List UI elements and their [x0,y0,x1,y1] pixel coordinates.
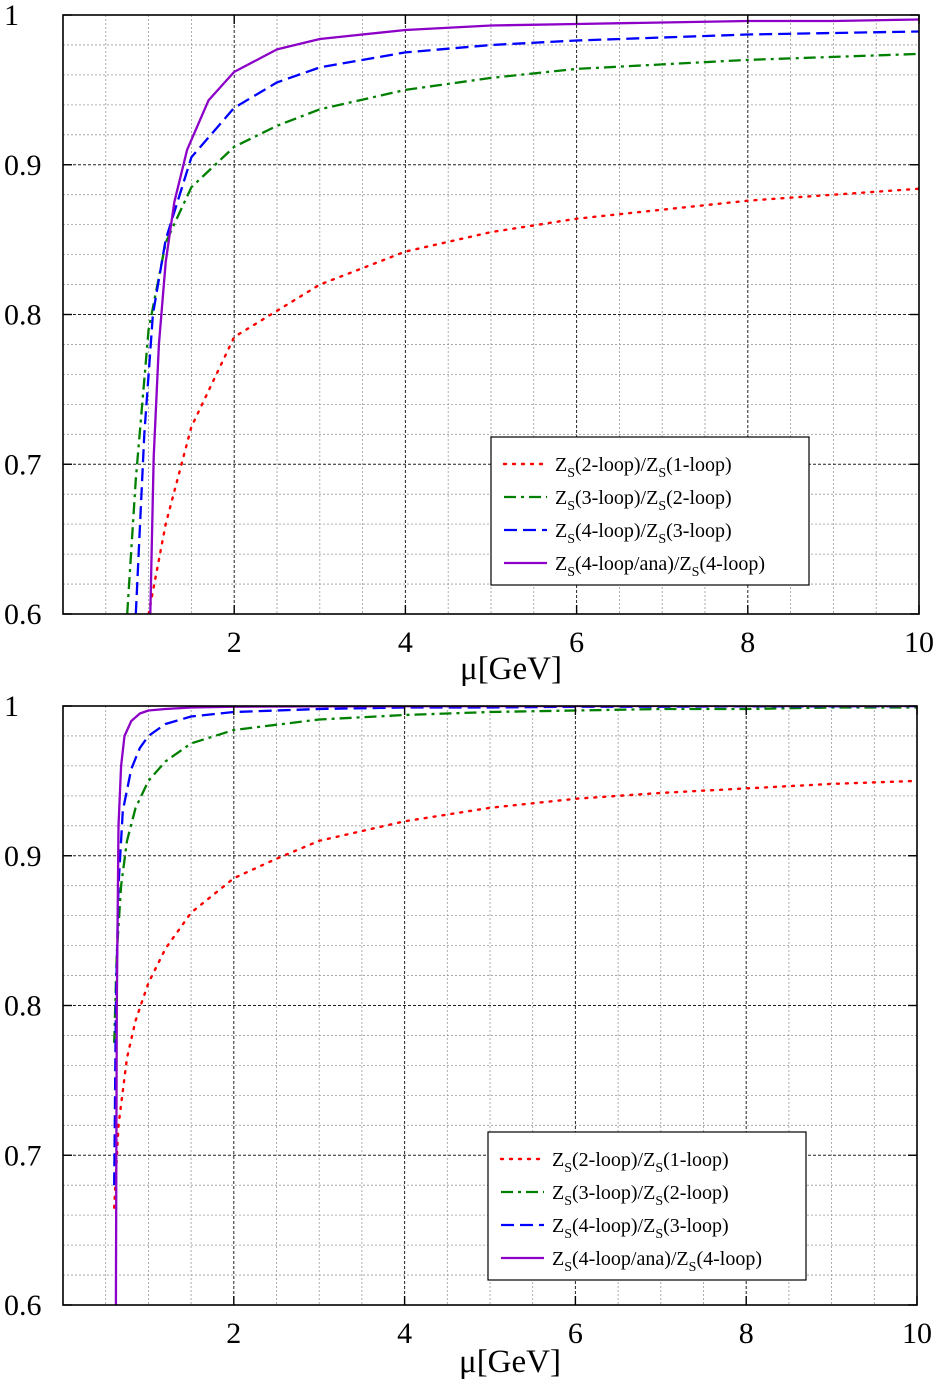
x-tick-label: 10 [902,1317,932,1350]
legend-subscript: S [658,499,666,514]
legend-entry-4: ZS(4-loop/ana)/ZS(4-loop) [555,553,765,580]
y-tick-label: 0.6 [4,1289,42,1322]
legend-entry-2: ZS(3-loop)/ZS(2-loop) [555,487,732,514]
legend-text-part: (2-loop) [666,487,732,509]
legend-text-part: Z [552,1248,564,1270]
legend-text-part: (3-loop) [666,520,732,542]
tick-labels: 2 4 6 8 10 0.6 0.7 0.8 0.9 1 [4,690,932,1350]
legend-text-part: (4-loop/ana)/Z [575,553,692,575]
legend-text-part: Z [552,1215,564,1237]
tick-labels: 2 4 6 8 10 0.6 0.7 0.8 0.9 1 [4,0,934,659]
legend-subscript: S [567,499,575,514]
top-chart-panel: 2 4 6 8 100.60.70.80.91μ[GeV]ZS(2-loop)/ZS(1… [4,0,934,687]
legend-text-part: (4-loop) [696,1248,762,1270]
legend-subscript: S [658,532,666,547]
legend-text-part: (1-loop) [666,454,732,476]
legend-text-part: (3-loop) [663,1215,729,1237]
x-tick-label: 4 [398,626,413,659]
legend-subscript: S [655,1194,663,1209]
y-tick-label: 0.9 [4,840,42,873]
x-tick-label: 8 [740,626,755,659]
legend-text-part: Z [555,553,567,575]
legend-text-part: (1-loop) [663,1149,729,1171]
legend-entry-2: ZS(3-loop)/ZS(2-loop) [552,1182,729,1209]
legend-entry-4: ZS(4-loop/ana)/ZS(4-loop) [552,1248,762,1275]
y-tick-label: 1 [4,0,19,32]
series-line-4 [149,18,919,614]
legend-text-part: Z [555,454,567,476]
x-tick-label: 10 [904,626,934,659]
legend-text-part: (2-loop)/Z [572,1149,655,1171]
x-axis-label: μ[GeV] [460,651,562,687]
x-tick-label: 2 [227,626,242,659]
legend-text-part: (2-loop)/Z [575,454,658,476]
legend-entry-3: ZS(4-loop)/ZS(3-loop) [552,1215,729,1242]
legend-text-part: (4-loop) [699,553,765,575]
legend-text-part: (3-loop)/Z [572,1182,655,1204]
legend-subscript: S [655,1161,663,1176]
legend-subscript: S [564,1260,572,1275]
x-tick-label: 8 [739,1317,754,1350]
bottom-chart-panel: 2 4 6 8 100.60.70.80.91μ[GeV]ZS(2-loop)/ZS(1… [4,690,932,1380]
legend-text-part: (4-loop)/Z [575,520,658,542]
legend: ZS(2-loop)/ZS(1-loop)ZS(3-loop)/ZS(2-loo… [487,1131,807,1281]
y-tick-label: 0.6 [4,598,42,631]
legend-subscript: S [567,565,575,580]
legend-subscript: S [567,532,575,547]
x-tick-label: 6 [569,626,584,659]
legend-subscript: S [689,1260,697,1275]
legend-subscript: S [564,1227,572,1242]
legend-subscript: S [564,1194,572,1209]
legend-entry-1: ZS(2-loop)/ZS(1-loop) [555,454,732,481]
y-tick-label: 0.8 [4,990,42,1023]
legend-subscript: S [655,1227,663,1242]
legend-box [490,436,810,586]
legend-text-part: (2-loop) [663,1182,729,1204]
series-line-3 [134,30,919,614]
x-axis-label: μ[GeV] [459,1344,561,1380]
legend-entry-1: ZS(2-loop)/ZS(1-loop) [552,1149,729,1176]
legend-text-part: (3-loop)/Z [575,487,658,509]
series-line-3 [113,706,917,1186]
legend-subscript: S [567,466,575,481]
legend-subscript: S [658,466,666,481]
y-tick-label: 0.7 [4,448,42,481]
x-tick-label: 2 [226,1317,241,1350]
x-tick-label: 4 [397,1317,412,1350]
legend-subscript: S [564,1161,572,1176]
legend-text-part: Z [555,487,567,509]
y-tick-label: 0.9 [4,149,42,182]
legend-text-part: Z [552,1182,564,1204]
legend: ZS(2-loop)/ZS(1-loop)ZS(3-loop)/ZS(2-loo… [490,436,810,586]
legend-text-part: Z [552,1149,564,1171]
legend-text-part: (4-loop)/Z [572,1215,655,1237]
series-line-2 [113,706,917,1043]
y-tick-label: 0.8 [4,299,42,332]
x-tick-label: 6 [568,1317,583,1350]
legend-box [487,1131,807,1281]
y-tick-label: 0.7 [4,1139,42,1172]
plot-frame [62,14,920,615]
legend-text-part: (4-loop/ana)/Z [572,1248,689,1270]
legend-subscript: S [692,565,700,580]
series-group [126,18,919,614]
plot-frame [62,705,918,1306]
y-tick-label: 1 [4,690,19,723]
legend-entry-3: ZS(4-loop)/ZS(3-loop) [555,520,732,547]
legend-text-part: Z [555,520,567,542]
